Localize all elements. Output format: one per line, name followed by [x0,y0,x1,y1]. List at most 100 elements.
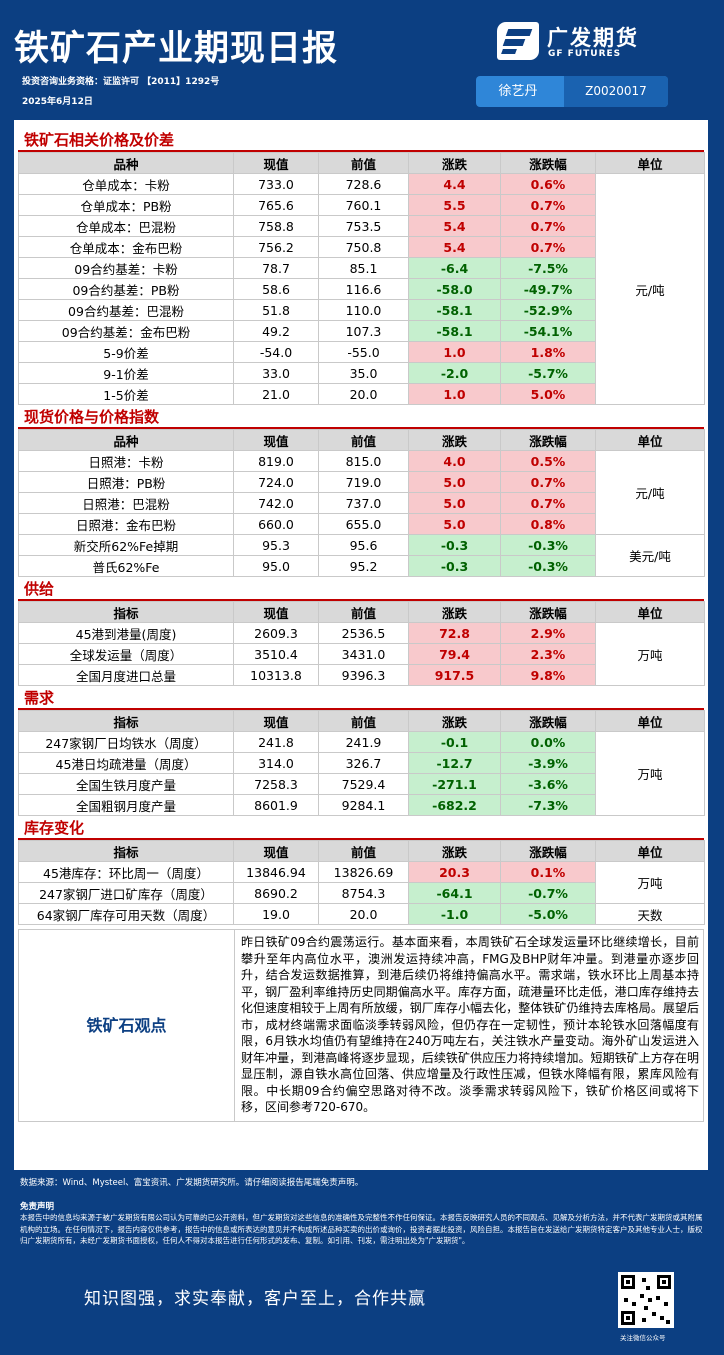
unit-cell: 天数 [595,903,705,925]
col-header: 涨跌幅 [500,152,596,174]
outlook-label: 铁矿石观点 [19,930,235,1121]
row-label: 9-1价差 [18,362,234,384]
row-label: 5-9价差 [18,341,234,363]
qr-caption: 关注微信公众号 [620,1334,666,1342]
col-header: 前值 [318,601,409,623]
price-table: 品种 现值 前值 涨跌 涨跌幅 单位 仓单成本：卡粉 733.0 728.6 4.4 0… [18,152,705,405]
change-pct: -5.7% [500,362,596,384]
previous-value: 9396.3 [318,664,409,686]
change-pct: 2.9% [500,622,596,644]
table-header-row: 品种 现值 前值 涨跌 涨跌幅 单位 [18,429,705,451]
unit-cell: 元/吨 [595,173,705,405]
row-label: 全国生铁月度产量 [18,773,234,795]
col-header: 涨跌 [408,601,501,623]
section-title-spot: 现货价格与价格指数 [18,405,704,429]
previous-value: 753.5 [318,215,409,237]
change-pct: -49.7% [500,278,596,300]
row-label: 全球发运量（周度） [18,643,234,665]
table-row: 9-1价差 33.0 35.0 -2.0 -5.7% [18,362,705,384]
change-value: 5.0 [408,471,501,493]
col-header: 品种 [18,152,234,174]
disclaimer-title: 免责声明 [20,1202,55,1212]
current-value: 756.2 [233,236,319,258]
previous-value: -55.0 [318,341,409,363]
inventory-table: 指标 现值 前值 涨跌 涨跌幅 单位 45港库存：环比周一（周度） 13846.9… [18,840,705,925]
change-value: 4.0 [408,450,501,472]
row-label: 仓单成本：巴混粉 [18,215,234,237]
row-label: 247家钢厂日均铁水（周度） [18,731,234,753]
change-value: 917.5 [408,664,501,686]
col-header: 品种 [18,429,234,451]
change-pct: -54.1% [500,320,596,342]
col-header: 涨跌幅 [500,840,596,862]
current-value: 13846.94 [233,861,319,883]
change-pct: 0.7% [500,194,596,216]
col-header: 前值 [318,840,409,862]
change-pct: 0.7% [500,492,596,514]
row-label: 仓单成本：卡粉 [18,173,234,195]
current-value: 49.2 [233,320,319,342]
previous-value: 655.0 [318,513,409,535]
current-value: 819.0 [233,450,319,472]
previous-value: 750.8 [318,236,409,258]
table-row: 日照港：PB粉 724.0 719.0 5.0 0.7% [18,471,705,493]
change-pct: -0.3% [500,555,596,577]
section-title-demand: 需求 [18,686,704,710]
change-pct: 0.7% [500,236,596,258]
change-pct: -5.0% [500,903,596,925]
change-value: -12.7 [408,752,501,774]
table-row: 45港到港量(周度) 2609.3 2536.5 72.8 2.9% 万吨 [18,622,705,686]
previous-value: 728.6 [318,173,409,195]
col-header: 单位 [595,840,705,862]
change-value: -58.1 [408,320,501,342]
row-label: 09合约基差：PB粉 [18,278,234,300]
logo-cn-text: 广发期货 [547,26,639,50]
report-title: 铁矿石产业期现日报 [14,28,339,69]
col-header: 单位 [595,429,705,451]
section-title-inventory: 库存变化 [18,816,704,840]
col-header: 单位 [595,601,705,623]
table-row: 09合约基差：金布巴粉 49.2 107.3 -58.1 -54.1% [18,320,705,342]
supply-table: 指标 现值 前值 涨跌 涨跌幅 单位 45港到港量(周度) 2609.3 2536.… [18,601,705,686]
previous-value: 95.2 [318,555,409,577]
col-header: 指标 [18,601,234,623]
col-header: 现值 [233,840,319,862]
change-pct: 9.8% [500,664,596,686]
row-label: 日照港：巴混粉 [18,492,234,514]
row-label: 日照港：金布巴粉 [18,513,234,535]
change-value: -64.1 [408,882,501,904]
previous-value: 719.0 [318,471,409,493]
table-header-row: 指标 现值 前值 涨跌 涨跌幅 单位 [18,840,705,862]
previous-value: 760.1 [318,194,409,216]
current-value: 3510.4 [233,643,319,665]
table-row: 普氏62%Fe 95.0 95.2 -0.3 -0.3% [18,555,705,577]
table-row: 45港库存：环比周一（周度） 13846.94 13826.69 20.3 0.1% 万吨 [18,861,705,904]
change-pct: 5.0% [500,383,596,405]
col-header: 单位 [595,152,705,174]
change-pct: -0.3% [500,534,596,556]
previous-value: 20.0 [318,383,409,405]
change-value: 1.0 [408,341,501,363]
spot-table: 品种 现值 前值 涨跌 涨跌幅 单位 日照港：卡粉 819.0 815.0 4.0 0.… [18,429,705,577]
table-header-row: 品种 现值 前值 涨跌 涨跌幅 单位 [18,152,705,174]
change-value: -271.1 [408,773,501,795]
table-row: 64家钢厂库存可用天数（周度） 19.0 20.0 -1.0 -5.0% 天数 [18,903,705,925]
change-value: -58.1 [408,299,501,321]
current-value: 58.6 [233,278,319,300]
change-pct: 0.7% [500,471,596,493]
col-header: 现值 [233,152,319,174]
change-value: 20.3 [408,861,501,883]
row-label: 全国粗钢月度产量 [18,794,234,816]
table-header-row: 指标 现值 前值 涨跌 涨跌幅 单位 [18,710,705,732]
col-header: 现值 [233,601,319,623]
table-row: 45港日均疏港量（周度） 314.0 326.7 -12.7 -3.9% [18,752,705,774]
row-label: 日照港：卡粉 [18,450,234,472]
change-value: -2.0 [408,362,501,384]
change-value: 4.4 [408,173,501,195]
table-row: 247家钢厂日均铁水（周度） 241.8 241.9 -0.1 0.0% 万吨 [18,731,705,816]
change-value: 5.4 [408,236,501,258]
report-card: 铁矿石相关价格及价差 品种 现值 前值 涨跌 涨跌幅 单位 仓单成本：卡粉 733… [14,120,708,1170]
table-row: 日照港：巴混粉 742.0 737.0 5.0 0.7% [18,492,705,514]
current-value: 742.0 [233,492,319,514]
previous-value: 326.7 [318,752,409,774]
